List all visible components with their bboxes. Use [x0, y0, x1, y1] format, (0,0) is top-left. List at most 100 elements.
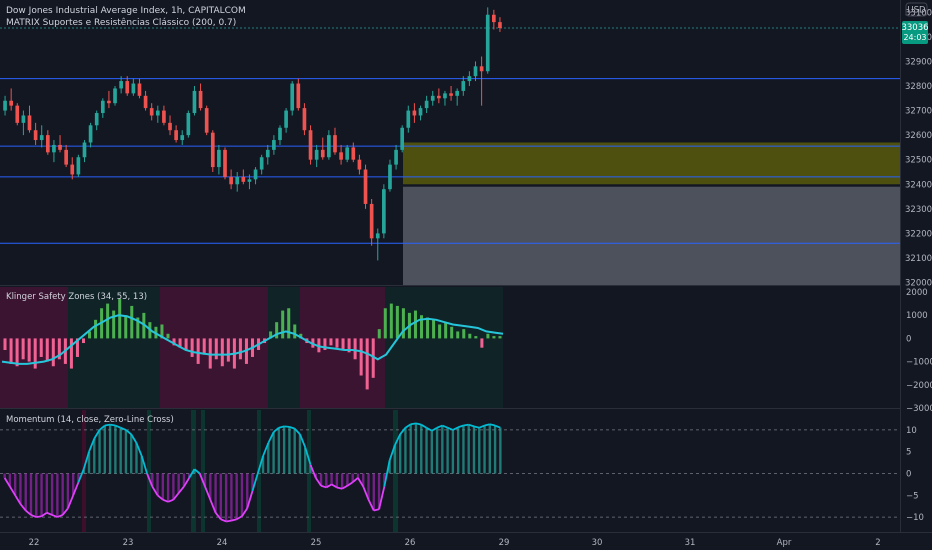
momentum-line-segment[interactable] — [426, 426, 433, 432]
momentum-line-segment[interactable] — [336, 486, 343, 490]
momentum-line-segment[interactable] — [373, 508, 380, 512]
candle-body[interactable] — [162, 110, 166, 123]
momentum-line-segment[interactable] — [468, 423, 475, 428]
candle-body[interactable] — [64, 149, 68, 165]
candle-body[interactable] — [70, 164, 75, 175]
candle-body[interactable] — [39, 135, 44, 141]
candle-body[interactable] — [351, 147, 356, 160]
candle-body[interactable] — [455, 90, 460, 96]
momentum-line-segment[interactable] — [77, 468, 85, 483]
candle-body[interactable] — [333, 135, 337, 153]
momentum-line-segment[interactable] — [120, 426, 127, 431]
momentum-line-segment[interactable] — [98, 424, 106, 431]
momentum-line-segment[interactable] — [61, 507, 69, 516]
momentum-line-segment[interactable] — [157, 494, 164, 501]
momentum-line-segment[interactable] — [172, 492, 180, 501]
momentum-line-segment[interactable] — [115, 424, 122, 429]
candle-body[interactable] — [327, 135, 331, 158]
momentum-line-segment[interactable] — [367, 499, 375, 511]
candle-body[interactable] — [186, 113, 191, 136]
momentum-line-segment[interactable] — [198, 473, 206, 487]
candle-body[interactable] — [412, 110, 417, 116]
momentum-line-segment[interactable] — [442, 424, 448, 429]
momentum-line-segment[interactable] — [167, 498, 174, 503]
candle-body[interactable] — [253, 169, 258, 180]
momentum-line-segment[interactable] — [278, 425, 285, 429]
candle-body[interactable] — [149, 108, 154, 116]
momentum-line-segment[interactable] — [14, 494, 22, 505]
momentum-line-segment[interactable] — [36, 515, 42, 518]
momentum-line-segment[interactable] — [220, 518, 227, 523]
candle-body[interactable] — [375, 233, 380, 239]
momentum-line-segment[interactable] — [25, 509, 32, 516]
candle-body[interactable] — [107, 100, 111, 104]
chart-title[interactable]: Dow Jones Industrial Average Index, 1h, … — [6, 6, 246, 16]
candle-body[interactable] — [418, 108, 423, 116]
candle-body[interactable] — [443, 93, 447, 99]
candle-body[interactable] — [76, 157, 81, 175]
momentum-line-segment[interactable] — [140, 455, 148, 474]
momentum-line-segment[interactable] — [82, 451, 90, 470]
momentum-line-segment[interactable] — [331, 483, 338, 489]
momentum-line-segment[interactable] — [209, 499, 217, 514]
momentum-line-segment[interactable] — [193, 468, 201, 475]
momentum-line-segment[interactable] — [489, 423, 496, 427]
momentum-line-segment[interactable] — [394, 433, 401, 446]
candle-body[interactable] — [461, 81, 466, 91]
momentum-line-segment[interactable] — [463, 423, 469, 427]
momentum-line-segment[interactable] — [231, 518, 237, 522]
candle-body[interactable] — [302, 108, 307, 131]
momentum-line-segment[interactable] — [357, 477, 365, 488]
momentum-line-segment[interactable] — [51, 514, 58, 518]
candle-body[interactable] — [449, 93, 453, 96]
momentum-line-segment[interactable] — [135, 442, 143, 457]
momentum-line-segment[interactable] — [362, 486, 370, 500]
candle-body[interactable] — [119, 81, 123, 89]
momentum-line-segment[interactable] — [9, 486, 16, 496]
candle-body[interactable] — [235, 176, 240, 185]
momentum-line-segment[interactable] — [236, 515, 243, 521]
momentum-line-segment[interactable] — [289, 425, 295, 430]
momentum-line-segment[interactable] — [188, 468, 196, 479]
candle-body[interactable] — [223, 149, 227, 177]
momentum-line-segment[interactable] — [67, 494, 75, 509]
momentum-line-segment[interactable] — [125, 429, 132, 435]
momentum-line-segment[interactable] — [267, 431, 275, 444]
momentum-line-segment[interactable] — [484, 423, 491, 427]
momentum-pane[interactable] — [0, 410, 900, 532]
momentum-line-segment[interactable] — [30, 514, 37, 518]
candle-body[interactable] — [430, 95, 435, 101]
klinger-signal-line[interactable] — [1, 314, 504, 365]
momentum-line-segment[interactable] — [378, 486, 386, 510]
momentum-line-segment[interactable] — [262, 442, 270, 457]
candle-body[interactable] — [174, 130, 178, 141]
candle-body[interactable] — [9, 100, 13, 106]
candle-body[interactable] — [155, 110, 160, 116]
momentum-line-segment[interactable] — [388, 444, 396, 461]
momentum-line-segment[interactable] — [246, 490, 254, 509]
candle-body[interactable] — [198, 90, 203, 109]
momentum-line-segment[interactable] — [46, 511, 53, 516]
momentum-line-segment[interactable] — [183, 477, 190, 488]
momentum-line-segment[interactable] — [104, 423, 111, 427]
momentum-line-segment[interactable] — [494, 424, 501, 429]
candle-body[interactable] — [424, 100, 429, 109]
momentum-line-segment[interactable] — [273, 427, 280, 433]
momentum-line-segment[interactable] — [320, 484, 327, 489]
momentum-line-segment[interactable] — [256, 455, 264, 474]
currency-button[interactable] — [905, 2, 928, 17]
momentum-line-segment[interactable] — [452, 426, 459, 431]
momentum-line-segment[interactable] — [41, 511, 48, 517]
candle-body[interactable] — [3, 100, 7, 111]
candle-body[interactable] — [437, 95, 441, 99]
candle-body[interactable] — [485, 14, 490, 72]
candle-body[interactable] — [473, 66, 478, 77]
momentum-line-segment[interactable] — [341, 484, 348, 490]
momentum-line-segment[interactable] — [72, 481, 80, 496]
candle-body[interactable] — [406, 110, 411, 128]
momentum-line-segment[interactable] — [146, 473, 154, 487]
candle-body[interactable] — [394, 149, 398, 165]
momentum-line-segment[interactable] — [130, 433, 138, 444]
candle-body[interactable] — [308, 130, 313, 160]
